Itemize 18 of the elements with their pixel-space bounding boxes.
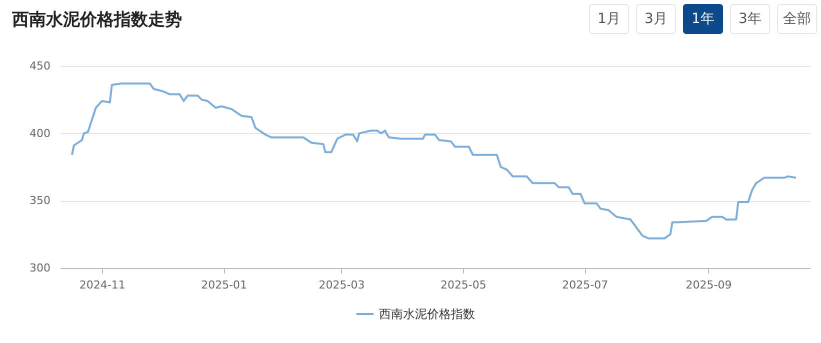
legend-label: 西南水泥价格指数 [379, 307, 475, 321]
range-button: 3月 [636, 4, 676, 34]
x-tick-label: 2025-07 [562, 278, 608, 292]
chart-title: 西南水泥价格指数走势 [12, 9, 182, 31]
x-tick-label: 2025-03 [318, 278, 365, 292]
range-button: 1年 [683, 4, 723, 34]
x-tick-label: 2024-11 [79, 278, 126, 292]
range-button: 1月 [589, 4, 629, 34]
range-button: 3年 [730, 4, 770, 34]
line-series [70, 82, 798, 240]
y-tick-label: 400 [30, 126, 50, 140]
x-tick-label: 2025-01 [201, 278, 248, 292]
y-tick-label: 350 [30, 194, 50, 208]
range-button: 全部 [777, 4, 817, 34]
y-tick-label: 300 [30, 262, 50, 274]
x-tick-label: 2025-09 [686, 278, 732, 292]
x-tick-label: 2025-05 [440, 278, 486, 292]
y-tick-label: 450 [30, 60, 50, 72]
